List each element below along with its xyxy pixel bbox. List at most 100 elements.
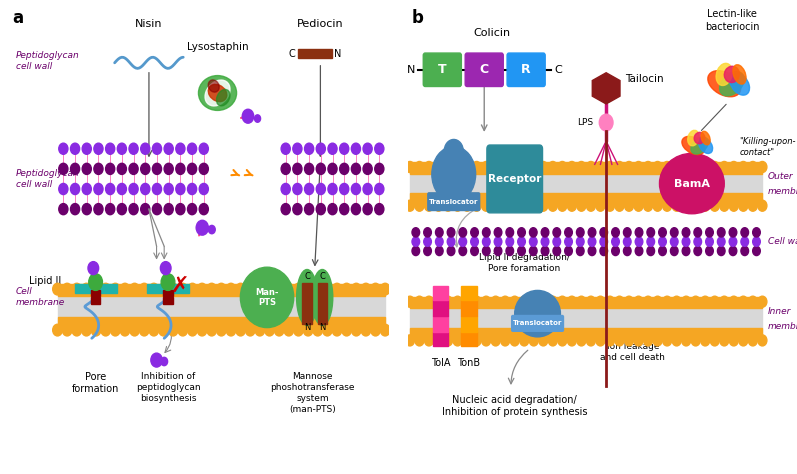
Circle shape (471, 228, 478, 237)
Circle shape (558, 296, 567, 307)
Circle shape (425, 296, 434, 307)
Circle shape (447, 246, 455, 255)
Circle shape (304, 143, 314, 155)
Text: Colicin: Colicin (473, 28, 510, 38)
Circle shape (739, 200, 748, 211)
Circle shape (340, 203, 349, 215)
Bar (433, 332, 448, 346)
Circle shape (565, 246, 572, 255)
Circle shape (139, 324, 149, 336)
Circle shape (176, 143, 185, 155)
Circle shape (425, 162, 434, 173)
Circle shape (328, 143, 337, 155)
Circle shape (82, 164, 92, 174)
Circle shape (453, 296, 462, 307)
Circle shape (72, 283, 81, 295)
Bar (147, 284, 189, 293)
Circle shape (596, 296, 605, 307)
Circle shape (625, 200, 634, 211)
Circle shape (340, 143, 349, 155)
Circle shape (453, 162, 462, 173)
Circle shape (332, 324, 342, 336)
Circle shape (187, 143, 197, 155)
Circle shape (647, 228, 654, 237)
Circle shape (152, 164, 162, 174)
Text: C: C (320, 272, 325, 281)
Circle shape (741, 246, 748, 255)
Circle shape (658, 246, 666, 255)
Circle shape (567, 162, 576, 173)
Circle shape (758, 162, 767, 173)
Circle shape (752, 228, 760, 237)
Circle shape (217, 324, 226, 336)
Circle shape (501, 335, 510, 346)
Ellipse shape (312, 270, 333, 325)
Circle shape (412, 228, 419, 237)
Text: R: R (521, 63, 531, 76)
Circle shape (701, 200, 710, 211)
Circle shape (274, 324, 284, 336)
Ellipse shape (708, 71, 740, 97)
Circle shape (758, 200, 767, 211)
Circle shape (588, 228, 596, 237)
Circle shape (316, 183, 325, 194)
Circle shape (705, 228, 713, 237)
Ellipse shape (682, 137, 705, 155)
Circle shape (434, 162, 443, 173)
Circle shape (281, 143, 290, 155)
Circle shape (567, 200, 576, 211)
Text: LPS: LPS (577, 118, 593, 127)
Text: T: T (438, 63, 446, 76)
Circle shape (255, 283, 265, 295)
Circle shape (462, 162, 472, 173)
Circle shape (518, 237, 525, 246)
Circle shape (304, 183, 314, 194)
Circle shape (199, 164, 208, 174)
Circle shape (328, 203, 337, 215)
Circle shape (681, 335, 691, 346)
Circle shape (164, 164, 173, 174)
Circle shape (245, 324, 255, 336)
Text: Peptidoglycan
cell wall: Peptidoglycan cell wall (16, 51, 80, 71)
Circle shape (159, 283, 168, 295)
Bar (410, 302, 763, 334)
Text: Translocator: Translocator (513, 320, 562, 327)
Circle shape (164, 143, 173, 155)
Circle shape (565, 228, 572, 237)
Circle shape (375, 203, 384, 215)
Text: N: N (319, 323, 325, 332)
Circle shape (501, 162, 510, 173)
Circle shape (117, 203, 127, 215)
Circle shape (482, 246, 490, 255)
Circle shape (380, 283, 390, 295)
Circle shape (168, 283, 178, 295)
Circle shape (510, 162, 519, 173)
Circle shape (501, 296, 510, 307)
Circle shape (672, 200, 681, 211)
Circle shape (105, 164, 115, 174)
Circle shape (406, 200, 414, 211)
Circle shape (187, 283, 197, 295)
Text: N: N (334, 48, 341, 58)
Circle shape (720, 335, 728, 346)
Circle shape (625, 335, 634, 346)
Circle shape (82, 143, 92, 155)
Circle shape (529, 246, 537, 255)
Bar (433, 300, 448, 316)
Circle shape (406, 162, 414, 173)
Ellipse shape (205, 80, 230, 106)
Circle shape (670, 246, 678, 255)
Circle shape (101, 283, 111, 295)
Circle shape (741, 228, 748, 237)
Circle shape (168, 324, 178, 336)
Circle shape (705, 237, 713, 246)
Circle shape (361, 324, 371, 336)
Text: Inner: Inner (768, 307, 791, 316)
Circle shape (752, 246, 760, 255)
Circle shape (739, 296, 748, 307)
Text: Pore
formation: Pore formation (72, 372, 120, 394)
Circle shape (691, 200, 701, 211)
Circle shape (53, 324, 62, 336)
Circle shape (643, 200, 653, 211)
Bar (410, 193, 763, 205)
